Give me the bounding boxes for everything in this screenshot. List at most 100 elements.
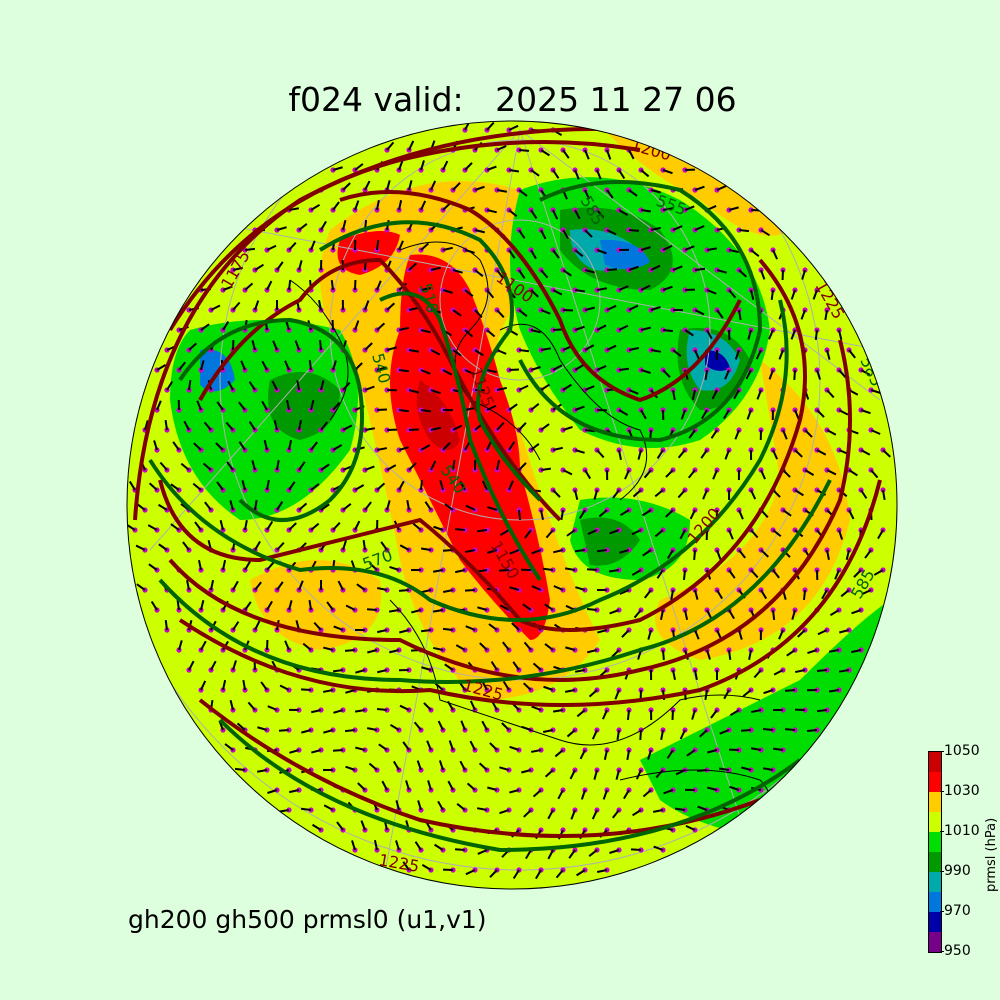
wind-barb (716, 629, 723, 640)
wind-barb (509, 549, 520, 555)
wind-barb (596, 287, 608, 291)
wind-barb (478, 762, 488, 771)
wind-barb (364, 465, 375, 471)
wind-barb (623, 789, 630, 800)
wind-barb (851, 649, 862, 654)
wind-barb (680, 409, 686, 420)
wind-barb (760, 269, 766, 280)
wind-barb (476, 529, 488, 533)
wind-barb (354, 163, 364, 171)
wind-barb (628, 265, 639, 271)
wind-barb (518, 269, 526, 279)
wind-barb (332, 749, 344, 752)
wind-barb (433, 646, 444, 651)
wind-barb (523, 809, 532, 818)
wind-barb (562, 469, 573, 476)
wind-barb (447, 780, 454, 791)
wind-barb (652, 809, 664, 813)
wind-barb (587, 649, 598, 654)
wind-barb (342, 540, 347, 551)
wind-barb (618, 367, 630, 371)
wind-barb (354, 709, 366, 713)
wind-barb (762, 767, 774, 771)
wind-barb (518, 384, 529, 391)
wind-barb (502, 641, 510, 651)
wind-barb (663, 789, 674, 795)
wind-barb (166, 380, 174, 391)
wind-barb (575, 586, 586, 591)
wind-barb (784, 728, 796, 731)
colorbar-segment (929, 852, 941, 872)
wind-barb (285, 320, 290, 331)
wind-barb (229, 700, 234, 711)
wind-barb (672, 265, 683, 271)
wind-barb (487, 786, 498, 791)
wind-barb (616, 729, 620, 741)
wind-barb (200, 600, 205, 611)
wind-barb (618, 324, 629, 331)
wind-barb (386, 500, 391, 511)
wind-barb (308, 599, 312, 611)
wind-barb (267, 789, 278, 794)
wind-barb (417, 800, 422, 811)
wind-barb (486, 165, 497, 171)
wind-barb (216, 481, 224, 491)
wind-barb (518, 149, 530, 152)
wind-barb (640, 409, 647, 420)
wind-barb (486, 404, 497, 411)
wind-barb (530, 249, 537, 260)
wind-barb (356, 583, 366, 591)
wind-barb (640, 246, 651, 251)
wind-barb (198, 560, 202, 571)
wind-barb (612, 489, 620, 499)
wind-barb (794, 409, 800, 420)
wind-barb (408, 140, 415, 151)
wind-barb (442, 246, 453, 251)
colorbar-segment (929, 832, 941, 852)
wind-barb (773, 669, 784, 676)
wind-barb (465, 549, 476, 553)
wind-barb (804, 429, 813, 438)
wind-barb (712, 469, 718, 480)
wind-barb (606, 189, 614, 199)
wind-barb (188, 342, 198, 351)
wind-barb (644, 589, 652, 599)
wind-barb (373, 840, 378, 851)
wind-barb (552, 209, 559, 220)
wind-barb (642, 549, 652, 557)
wind-barb (790, 289, 796, 300)
wind-barb (700, 449, 708, 459)
wind-barb (750, 747, 762, 751)
wind-barb (801, 269, 806, 280)
wind-barb (662, 329, 674, 333)
wind-barb (584, 306, 595, 311)
wind-barb (591, 729, 598, 740)
wind-barb (454, 848, 466, 851)
wind-barb (689, 509, 696, 520)
wind-barb (192, 482, 202, 491)
wind-barb (611, 649, 620, 658)
wind-barb (320, 463, 330, 471)
wind-barb (716, 589, 723, 600)
wind-barb (420, 242, 430, 251)
wind-barb (284, 360, 290, 371)
wind-barb (578, 509, 586, 520)
wind-barb (770, 289, 774, 301)
wind-barb (376, 408, 388, 411)
wind-barb (487, 549, 498, 554)
wind-barb (128, 480, 136, 491)
wind-barb (263, 440, 268, 451)
wind-barb (512, 869, 520, 880)
wind-barb (531, 585, 542, 591)
wind-barb (628, 149, 635, 160)
wind-barb (672, 389, 676, 401)
wind-barb (753, 669, 762, 679)
wind-barb (251, 460, 256, 471)
wind-barb (851, 609, 862, 615)
wind-barb (522, 603, 532, 611)
wind-barb (288, 440, 293, 451)
wind-barb (640, 169, 650, 178)
wind-barb (861, 589, 872, 596)
wind-barb (276, 501, 284, 511)
wind-barb (464, 406, 475, 411)
